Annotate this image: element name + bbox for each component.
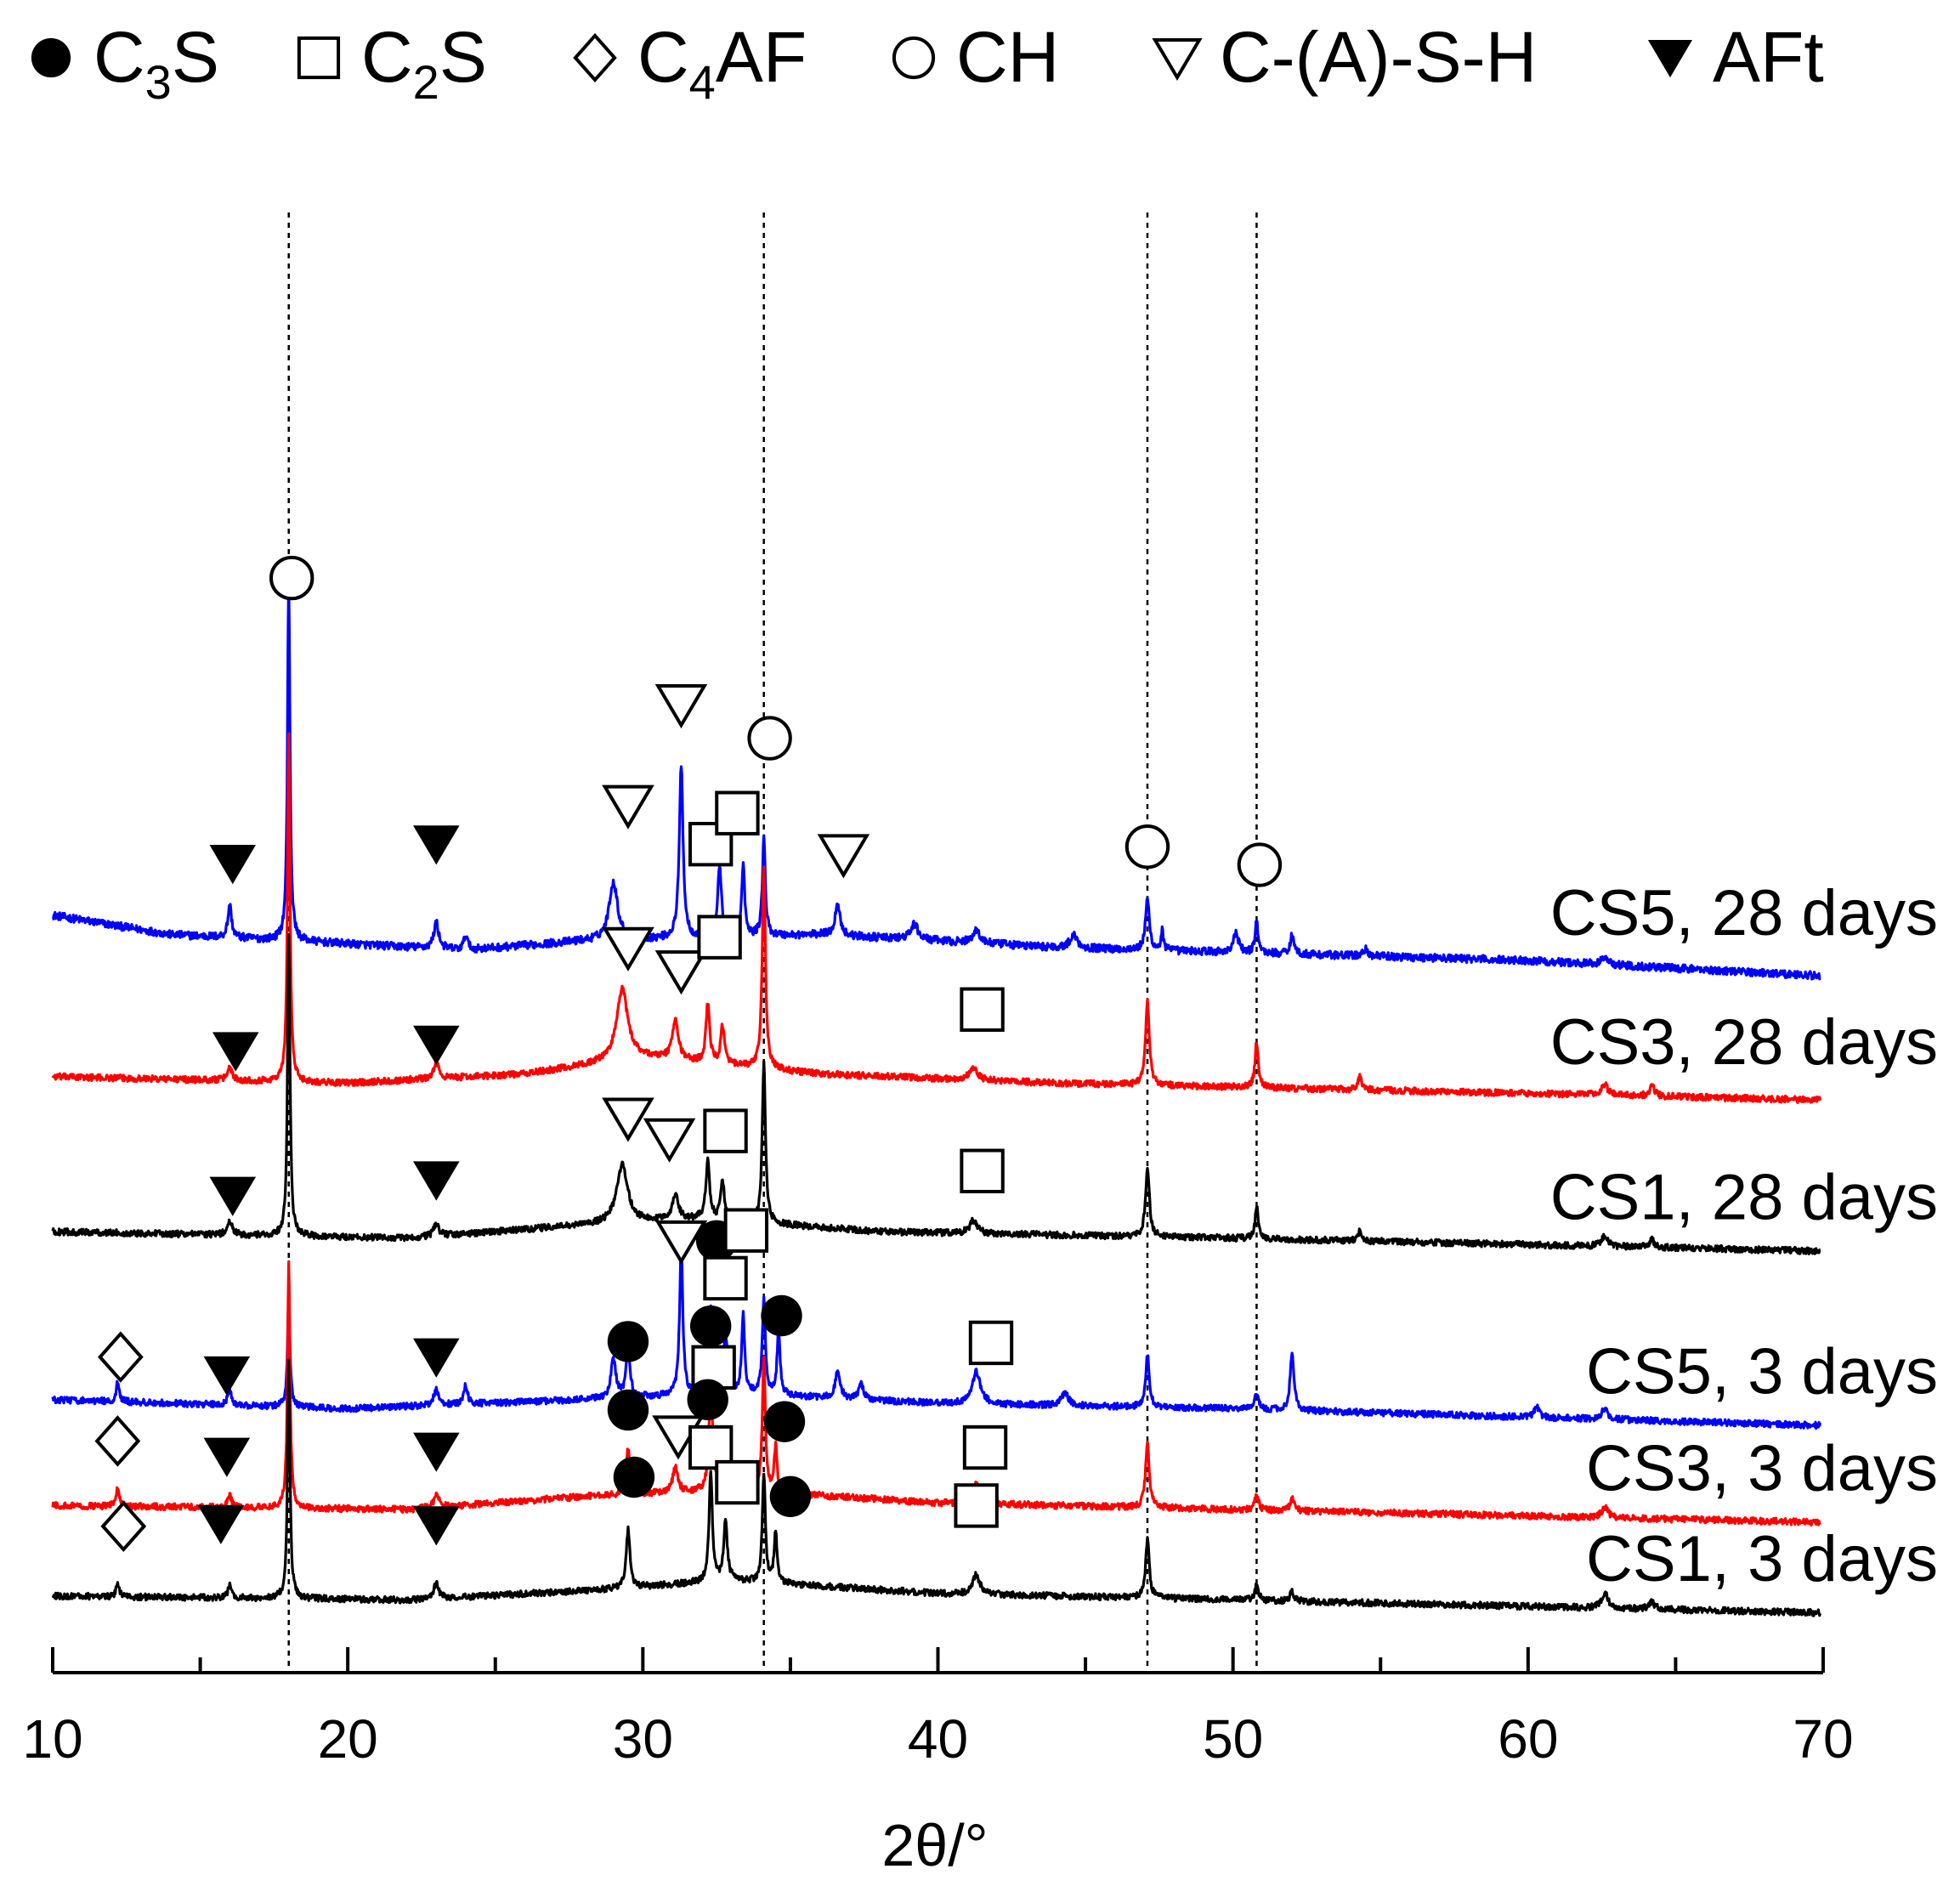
filled-triangle-down-marker [209, 1176, 257, 1216]
open-diamond-legend-icon [573, 32, 617, 83]
open-triangle-down-marker [654, 684, 708, 729]
open-triangle-down-legend-icon [1152, 38, 1203, 82]
open-diamond-marker [100, 1500, 147, 1553]
open-triangle-down-marker [817, 834, 870, 879]
x-tick-label: 70 [1793, 1708, 1853, 1770]
series-label: CS5, 3 days [1586, 1336, 1938, 1408]
open-square-marker [715, 1459, 760, 1505]
open-square-marker [703, 1255, 748, 1301]
open-triangle-down-marker [643, 1118, 696, 1163]
x-axis: 10 20 30 40 50 60 70 [22, 1647, 1854, 1770]
legend-label: C4AF [637, 17, 807, 109]
filled-circle-legend-icon [31, 37, 71, 78]
legend: C3S C2S C4AF CH C-(A)-S-H AFt [31, 17, 1824, 109]
open-circle-marker [747, 716, 792, 761]
open-triangle-down-marker [654, 950, 708, 995]
series-label: CS5, 28 days [1550, 877, 1938, 949]
legend-label: C3S [93, 17, 219, 109]
x-tick-label: 60 [1498, 1708, 1558, 1770]
filled-circle-marker [687, 1379, 728, 1421]
x-tick-label: 30 [613, 1708, 673, 1770]
open-square-marker [962, 1424, 1008, 1470]
series-line [52, 576, 1821, 981]
filled-circle-marker [769, 1475, 812, 1518]
filled-triangle-down-marker [413, 1161, 460, 1201]
open-square-marker [968, 1320, 1014, 1366]
open-square-marker [723, 1208, 769, 1253]
x-tick-label: 40 [908, 1708, 968, 1770]
filled-triangle-down-marker [413, 1025, 460, 1065]
series-line [51, 1358, 1822, 1617]
filled-triangle-down-marker [203, 1356, 251, 1396]
filled-triangle-down-marker [413, 1338, 460, 1378]
open-triangle-down-marker [602, 926, 654, 971]
filled-triangle-down-marker [413, 1432, 460, 1472]
filled-triangle-down-marker [413, 825, 460, 865]
series-label: CS3, 28 days [1550, 1006, 1938, 1079]
series-label: CS1, 3 days [1586, 1523, 1938, 1595]
filled-circle-marker [607, 1389, 649, 1431]
open-square-marker [703, 1108, 748, 1153]
legend-label: C-(A)-S-H [1220, 17, 1537, 97]
x-tick-label: 20 [318, 1708, 378, 1770]
series-line [51, 1260, 1821, 1527]
series-label: CS1, 28 days [1550, 1161, 1938, 1233]
filled-circle-marker [689, 1305, 732, 1347]
open-square-marker [954, 1483, 999, 1528]
open-circle-legend-icon [892, 36, 936, 80]
filled-circle-marker [607, 1321, 649, 1362]
series-line [51, 732, 1822, 1104]
open-triangle-down-marker [654, 1220, 708, 1265]
open-circle-marker [1237, 842, 1283, 887]
filled-circle-marker [613, 1456, 655, 1498]
open-triangle-down-marker [602, 1097, 654, 1142]
legend-label: CH [956, 17, 1059, 97]
open-diamond-marker [97, 1331, 144, 1383]
open-square-marker [960, 1148, 1005, 1193]
phase-markers [94, 555, 1283, 1553]
open-square-marker [960, 987, 1005, 1032]
series-label: CS3, 3 days [1586, 1433, 1938, 1505]
filled-triangle-down-marker [209, 845, 257, 885]
x-tick-label: 50 [1203, 1708, 1263, 1770]
filled-triangle-down-marker [203, 1437, 251, 1477]
traces [51, 576, 1822, 1617]
legend-label: C2S [361, 17, 487, 109]
open-triangle-down-marker [602, 784, 654, 830]
x-tick-label: 10 [22, 1708, 82, 1770]
series-line [51, 1248, 1822, 1430]
filled-triangle-down-marker [197, 1504, 245, 1544]
open-circle-marker [1124, 824, 1170, 869]
x-axis-title: 2θ/° [881, 1812, 988, 1878]
open-circle-marker [269, 555, 314, 601]
open-square-marker [697, 915, 742, 960]
legend-label: AFt [1713, 17, 1824, 97]
filled-triangle-down-legend-icon [1647, 40, 1693, 78]
filled-circle-marker [761, 1294, 802, 1337]
open-square-legend-icon [297, 36, 341, 80]
series-labels: CS5, 28 days CS3, 28 days CS1, 28 days CS5,… [1550, 877, 1938, 1595]
open-square-marker [715, 790, 760, 835]
filled-triangle-down-marker [413, 1506, 460, 1546]
filled-triangle-down-marker [212, 1032, 259, 1072]
open-diamond-marker [94, 1415, 141, 1467]
filled-circle-marker [763, 1401, 806, 1442]
series-line [51, 933, 1821, 1255]
